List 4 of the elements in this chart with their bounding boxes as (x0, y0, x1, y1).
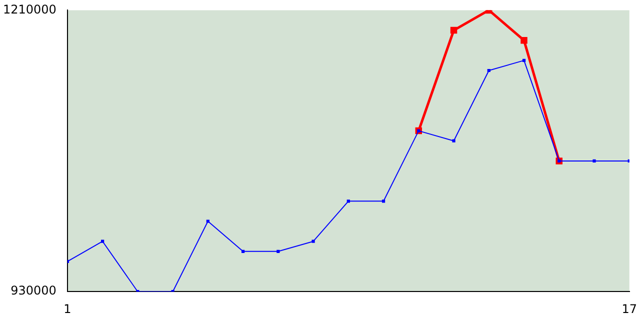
x-tick-label: 1 (64, 302, 72, 316)
y-tick-label: 930000 (10, 284, 56, 298)
y-tick-label: 1210000 (2, 2, 56, 16)
x-tick-label: 17 (622, 302, 638, 316)
